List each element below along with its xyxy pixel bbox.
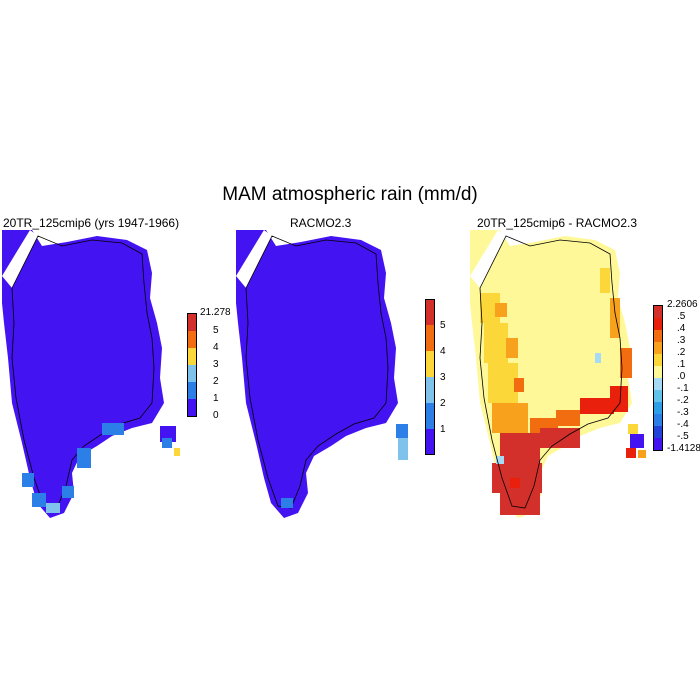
panel-3-title: 20TR_125cmip6 - RACMO2.3 (477, 216, 638, 230)
colorbar-1-label: 21.278 (200, 307, 231, 318)
greenland-landmass (2, 230, 164, 518)
colorbar-1-label: 1 (213, 393, 219, 404)
colorbar-3-label: -.5 (677, 431, 689, 442)
coastline (479, 235, 623, 509)
west-coast-anomaly (480, 293, 528, 433)
colorbar-1-label: 2 (213, 376, 219, 387)
colorbar-2 (425, 299, 435, 455)
map-panel-3 (470, 230, 646, 518)
colorbar-3-label: .1 (677, 359, 686, 370)
colorbar-3-label: .2 (677, 347, 686, 358)
colorbar-3-label: .3 (677, 335, 686, 346)
panel-1-title: 20TR_125cmip6 (yrs 1947-1966) (3, 216, 180, 230)
map-panel-2 (236, 230, 408, 518)
ocean-gap (236, 230, 272, 288)
iceland-patch (160, 426, 180, 456)
colorbar-3-label: .5 (677, 311, 686, 322)
ocean-gap (2, 230, 38, 288)
colorbar-2-label: 4 (440, 346, 446, 357)
colorbar-3-label: 2.2606 (667, 299, 698, 310)
panel-2-title: RACMO2.3 (290, 216, 352, 230)
colorbar-1-label: 5 (213, 325, 219, 336)
south-east-anomaly (492, 268, 632, 515)
colorbar-2-label: 5 (440, 320, 446, 331)
colorbar-3-label: -.2 (677, 395, 689, 406)
colorbar-1-label: 4 (213, 342, 219, 353)
iceland-patch (626, 424, 646, 458)
colorbar-1-label: 3 (213, 359, 219, 370)
colorbar-3 (653, 305, 663, 451)
colorbar-1-label: 0 (213, 410, 219, 421)
coastal-rain-cells (22, 423, 124, 513)
main-title: MAM atmospheric rain (mm/d) (222, 184, 478, 205)
colorbar-1 (187, 313, 197, 417)
map-panel-1 (2, 230, 180, 518)
coastal-rain-cells (281, 424, 408, 508)
colorbar-3-label: -.4 (677, 419, 689, 430)
coastline (245, 235, 389, 509)
colorbar-2-label: 1 (440, 424, 446, 435)
colorbar-3-label: -.3 (677, 407, 689, 418)
greenland-landmass (236, 230, 398, 518)
colorbar-3-label: .0 (677, 371, 686, 382)
colorbar-3-label: -1.4128 (667, 443, 700, 454)
colorbar-2-label: 2 (440, 398, 446, 409)
colorbar-3-label: .4 (677, 323, 686, 334)
colorbar-3-label: -.1 (677, 383, 689, 394)
ocean-gap (470, 230, 506, 288)
colorbar-2-label: 3 (440, 372, 446, 383)
